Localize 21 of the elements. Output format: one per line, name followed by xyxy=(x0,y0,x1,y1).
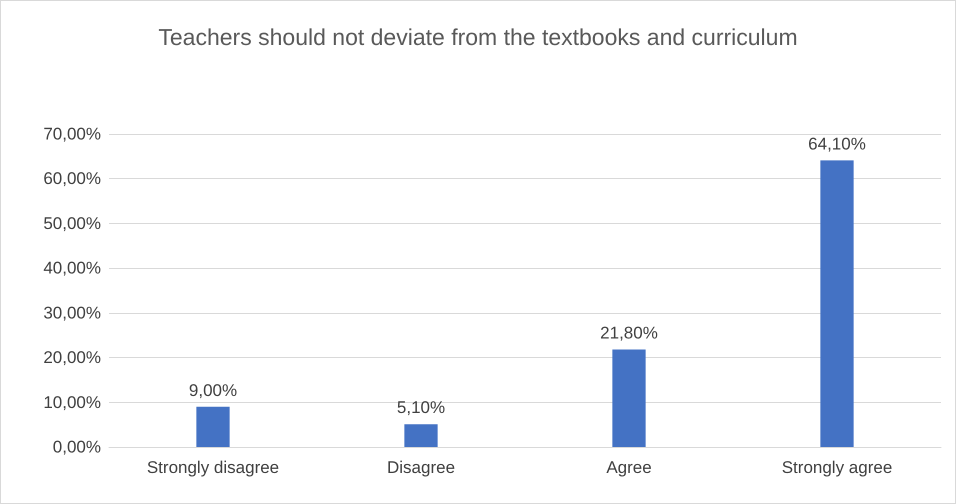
bar xyxy=(612,350,646,447)
y-tick-label: 60,00% xyxy=(43,169,101,188)
bar xyxy=(404,424,438,447)
x-tick-label: Strongly agree xyxy=(782,458,892,477)
chart-title: Teachers should not deviate from the textbooks and curriculum xyxy=(158,24,798,50)
bar xyxy=(820,160,854,447)
data-label: 5,10% xyxy=(396,398,446,418)
data-label: 64,10% xyxy=(808,134,866,154)
y-tick-label: 0,00% xyxy=(52,438,101,456)
x-tick-label: Strongly disagree xyxy=(146,458,280,477)
y-tick-label: 20,00% xyxy=(43,348,101,368)
data-label: 9,00% xyxy=(188,380,238,400)
y-tick-label: 30,00% xyxy=(43,303,101,322)
y-tick-label: 10,00% xyxy=(43,392,101,412)
data-label: 21,80% xyxy=(600,324,658,343)
y-tick-label: 40,00% xyxy=(43,258,101,278)
x-tick-label: Agree xyxy=(606,458,652,477)
x-tick-label: Disagree xyxy=(386,458,456,477)
bar xyxy=(196,406,230,447)
y-tick-label: 50,00% xyxy=(43,214,101,233)
y-tick-label: 70,00% xyxy=(43,124,101,144)
